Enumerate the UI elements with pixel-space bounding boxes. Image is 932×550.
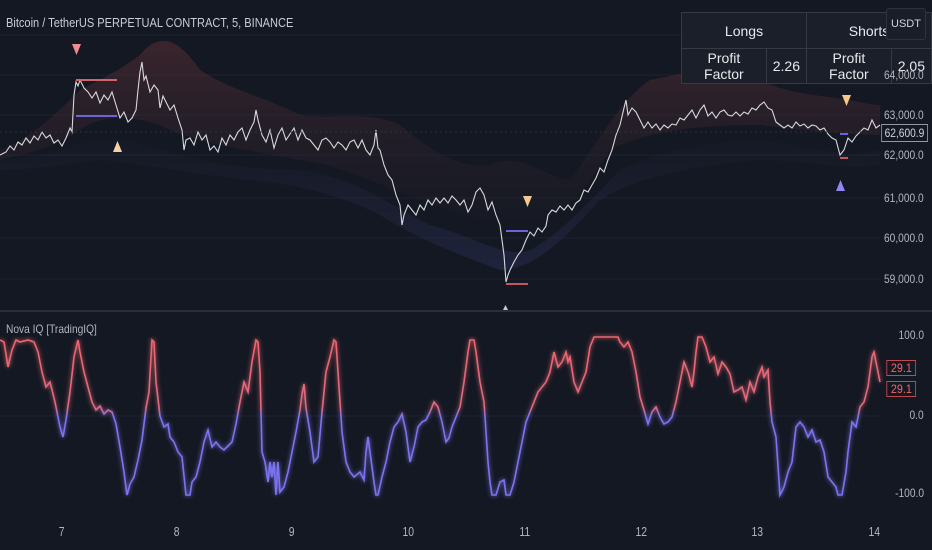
oscillator-line bbox=[0, 336, 881, 498]
lower-volatility-band bbox=[0, 138, 880, 270]
price-axis-label: 59,000.0 bbox=[884, 272, 924, 286]
price-axis-label: 60,000.0 bbox=[884, 231, 924, 245]
long-profit-factor-label: Profit Factor bbox=[681, 48, 767, 84]
price-chart-canvas[interactable] bbox=[0, 0, 932, 310]
pane-divider[interactable] bbox=[0, 310, 932, 312]
last-price-tag: 62,600.9 bbox=[881, 124, 928, 142]
long-profit-factor-value: 2.26 bbox=[765, 48, 808, 84]
price-line bbox=[0, 61, 881, 283]
time-tick: 13 bbox=[751, 524, 764, 539]
longs-header: Longs bbox=[681, 12, 807, 49]
time-tick: 14 bbox=[868, 524, 881, 539]
osc-value-tag: 29.1 bbox=[885, 360, 916, 376]
time-tick: 12 bbox=[635, 524, 648, 539]
price-axis-label: 62,000.0 bbox=[884, 148, 924, 162]
osc-axis-label: -100.0 bbox=[895, 486, 924, 500]
currency-button[interactable]: USDT bbox=[886, 8, 926, 40]
time-tick: 7 bbox=[58, 524, 65, 539]
time-tick: 11 bbox=[519, 524, 531, 539]
sell-signal-icon[interactable] bbox=[523, 196, 532, 207]
price-axis-label: 63,000.0 bbox=[884, 108, 924, 122]
price-axis-label: 61,000.0 bbox=[884, 191, 924, 205]
sell-signal-icon[interactable] bbox=[842, 95, 851, 106]
symbol-title[interactable]: Bitcoin / TetherUS PERPETUAL CONTRACT, 5… bbox=[6, 15, 294, 30]
upper-volatility-band bbox=[0, 40, 880, 224]
short-profit-factor-value: 2.05 bbox=[890, 48, 932, 84]
buy-signal-icon[interactable] bbox=[502, 305, 509, 310]
osc-value-tag: 29.1 bbox=[885, 381, 916, 397]
oscillator-canvas[interactable] bbox=[0, 312, 932, 510]
buy-signal-icon[interactable] bbox=[836, 180, 845, 191]
time-tick: 8 bbox=[173, 524, 180, 539]
short-profit-factor-label: Profit Factor bbox=[806, 48, 892, 84]
indicator-pane[interactable]: Nova IQ [TradingIQ] 100.0 0.0 -100.0 29.… bbox=[0, 312, 932, 510]
buy-signal-icon[interactable] bbox=[113, 141, 122, 152]
indicator-title[interactable]: Nova IQ [TradingIQ] bbox=[6, 322, 97, 336]
price-axis-label: 64,000.0 bbox=[884, 68, 924, 82]
time-tick: 10 bbox=[402, 524, 415, 539]
time-axis[interactable]: 7 8 9 10 11 12 13 14 bbox=[0, 510, 932, 550]
time-tick: 9 bbox=[288, 524, 295, 539]
sell-signal-icon[interactable] bbox=[72, 44, 81, 55]
osc-axis-label: 0.0 bbox=[909, 408, 924, 422]
osc-axis-label: 100.0 bbox=[898, 328, 924, 342]
price-pane[interactable]: Bitcoin / TetherUS PERPETUAL CONTRACT, 5… bbox=[0, 0, 932, 310]
